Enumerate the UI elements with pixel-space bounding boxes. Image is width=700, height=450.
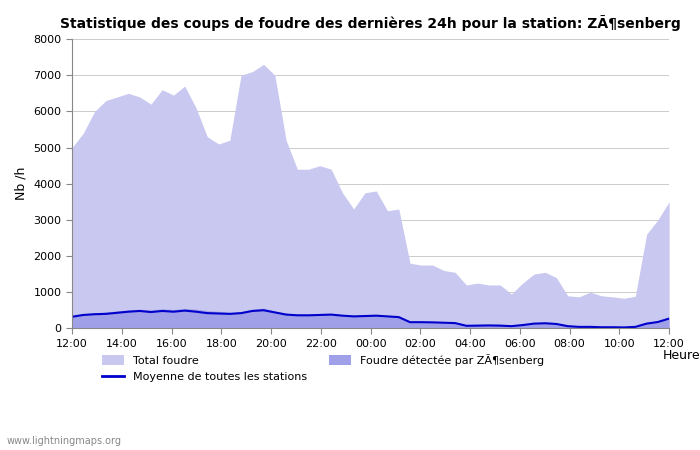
- Legend: Total foudre, Moyenne de toutes les stations, Foudre détectée par ZÃ¶senberg: Total foudre, Moyenne de toutes les stat…: [97, 349, 549, 387]
- Text: www.lightningmaps.org: www.lightningmaps.org: [7, 436, 122, 446]
- Title: Statistique des coups de foudre des dernières 24h pour la station: ZÃ¶senberg: Statistique des coups de foudre des dern…: [60, 15, 681, 31]
- X-axis label: Heure: Heure: [662, 349, 700, 361]
- Y-axis label: Nb /h: Nb /h: [15, 167, 28, 200]
